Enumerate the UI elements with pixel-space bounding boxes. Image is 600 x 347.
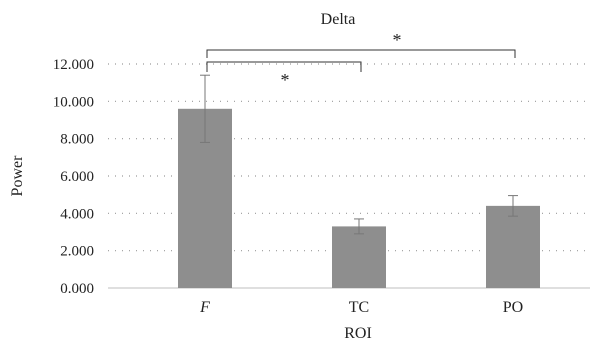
y-tick-label: 12.000 — [53, 57, 94, 73]
x-category-label: TC — [349, 299, 369, 316]
bars — [178, 108, 540, 288]
y-tick-label: 2.000 — [60, 244, 94, 260]
significance-brackets: ** — [206, 30, 516, 90]
x-category-label: PO — [503, 299, 523, 316]
y-axis-title: Power — [9, 155, 26, 197]
chart-title: Delta — [321, 11, 356, 28]
bar — [486, 205, 540, 288]
x-axis-categories: F TC PO — [199, 299, 523, 316]
bar — [332, 226, 386, 288]
error-bars — [200, 74, 518, 235]
significance-bracket: * — [206, 61, 362, 90]
error-bar — [354, 218, 364, 235]
y-tick-label: 0.000 — [60, 281, 94, 297]
error-bar — [508, 195, 518, 217]
x-category-label: F — [199, 299, 210, 316]
y-tick-label: 8.000 — [60, 132, 94, 148]
significance-label: * — [281, 70, 290, 90]
error-bar — [200, 74, 210, 143]
y-tick-label: 4.000 — [60, 206, 94, 222]
y-axis-ticks: 0.000 2.000 4.000 6.000 8.000 10.000 12.000 — [53, 57, 94, 297]
y-tick-label: 10.000 — [53, 94, 94, 110]
x-axis-title: ROI — [344, 325, 372, 342]
significance-label: * — [393, 30, 402, 50]
significance-bracket: * — [206, 30, 516, 58]
y-tick-label: 6.000 — [60, 169, 94, 185]
